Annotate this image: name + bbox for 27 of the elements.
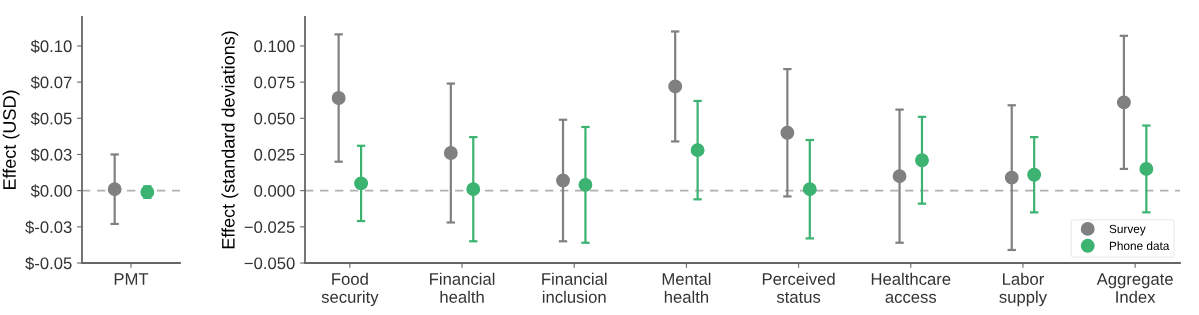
y-tick-label: 0.100 [254, 40, 295, 53]
legend-label: Survey [1109, 224, 1146, 236]
y-tick-label: $0.10 [30, 39, 72, 54]
x-tick-label: Financial inclusion [542, 272, 607, 303]
y-tick-label: $0.00 [30, 184, 72, 198]
y-tick-label: 0.000 [254, 185, 295, 197]
y-tick-label: −0.025 [244, 221, 295, 234]
x-tick-label: Perceived status [762, 272, 835, 303]
x-tick-label: Financial health [430, 272, 495, 303]
y-axis-title: Effect (USD) [2, 90, 20, 190]
y-tick-label: $0.07 [30, 75, 72, 90]
x-tick-label: Mental health [662, 272, 711, 303]
y-tick-label: $-0.05 [25, 256, 72, 271]
y-tick-label: −0.050 [244, 257, 295, 270]
x-tick-label: Food security [321, 272, 379, 307]
y-tick-label: 0.075 [254, 76, 295, 89]
x-tick-label: PMT [114, 273, 149, 285]
y-axis-title: Effect (standard deviations) [221, 31, 239, 249]
y-tick-label: $-0.03 [25, 220, 72, 235]
y-tick-label: 0.025 [254, 148, 295, 161]
x-tick-label: Labor supply [999, 272, 1048, 307]
x-tick-label: Healthcare access [871, 272, 951, 303]
y-tick-label: $0.03 [30, 148, 72, 162]
legend-label: Phone data [1109, 241, 1170, 251]
x-tick-label: Aggregate Index [1096, 273, 1173, 303]
y-tick-label: 0.050 [254, 112, 295, 125]
y-tick-label: $0.05 [30, 111, 72, 126]
